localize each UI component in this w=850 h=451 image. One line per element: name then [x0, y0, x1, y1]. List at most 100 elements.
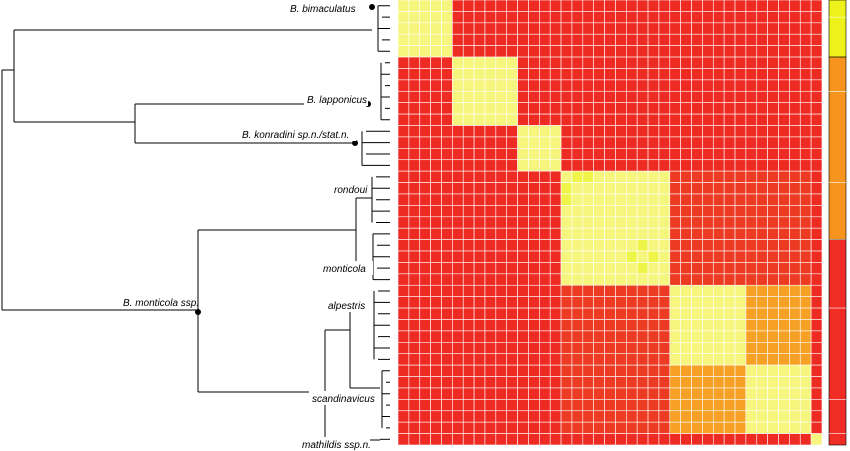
heatmap-cell — [810, 102, 823, 115]
heatmap-cell — [702, 170, 714, 183]
heatmap-cell — [419, 0, 431, 12]
heatmap-cell — [528, 159, 540, 172]
heatmap-cell — [419, 250, 431, 263]
heatmap-cell — [658, 216, 671, 229]
heatmap-cell — [528, 421, 540, 434]
heatmap-cell — [615, 216, 627, 229]
heatmap-cell — [680, 364, 692, 377]
heatmap-cell — [430, 159, 442, 172]
heatmap-cell — [799, 387, 812, 400]
heatmap-cell — [539, 22, 551, 35]
heatmap-cell — [702, 342, 714, 355]
heatmap-cell — [712, 136, 725, 149]
heatmap-cell — [680, 90, 692, 103]
heatmap-cell — [723, 353, 736, 366]
heatmap-cell — [680, 56, 692, 69]
heatmap-cell — [571, 387, 584, 400]
heatmap-cell — [528, 182, 540, 195]
heatmap-cell — [615, 421, 627, 434]
heatmap-cell — [789, 227, 801, 240]
heatmap-cell — [658, 22, 671, 35]
heatmap-cell — [495, 125, 508, 138]
heatmap-cell — [789, 433, 801, 446]
heatmap-cell — [441, 148, 453, 161]
heatmap-cell — [626, 421, 638, 434]
heatmap-cell — [756, 11, 768, 24]
heatmap-cell — [615, 90, 627, 103]
heatmap-cell — [778, 433, 790, 446]
heatmap-cell — [702, 68, 714, 81]
heatmap-cell — [723, 330, 736, 343]
heatmap-cell — [799, 227, 812, 240]
heatmap-cell — [636, 56, 649, 69]
heatmap-cell — [810, 193, 823, 206]
heatmap-cell — [636, 90, 649, 103]
heatmap-cell — [626, 284, 638, 297]
heatmap-cell — [484, 56, 497, 69]
heatmap-cell — [647, 11, 660, 24]
heatmap-cell — [604, 239, 616, 252]
heatmap-cell — [560, 193, 573, 206]
heatmap-cell — [626, 399, 638, 412]
heatmap-cell — [430, 125, 442, 138]
heatmap-cell — [560, 170, 573, 183]
heatmap-cell — [495, 376, 508, 389]
heatmap-cell — [582, 387, 594, 400]
heatmap-cell — [397, 0, 410, 12]
heatmap-cell — [397, 353, 410, 366]
heatmap-cell — [626, 273, 638, 286]
heatmap-cell — [582, 364, 594, 377]
heatmap-cell — [810, 125, 823, 138]
heatmap-cell — [484, 68, 497, 81]
heatmap-cell — [408, 330, 421, 343]
heatmap-cell — [789, 68, 801, 81]
heatmap-cell — [571, 273, 584, 286]
heatmap-cell — [539, 296, 551, 309]
heatmap-cell — [430, 182, 442, 195]
heatmap-cell — [734, 102, 747, 115]
heatmap-cell — [452, 376, 464, 389]
heatmap-cell — [593, 330, 605, 343]
heatmap-cell — [626, 364, 638, 377]
heatmap-cell — [789, 410, 801, 423]
heatmap-cell — [789, 250, 801, 263]
heatmap-cell — [756, 421, 768, 434]
heatmap-cell — [723, 148, 736, 161]
heatmap-cell — [484, 353, 497, 366]
heatmap-cell — [734, 296, 747, 309]
heatmap-cell — [571, 307, 584, 320]
heatmap-cell — [571, 125, 584, 138]
heatmap-cell — [734, 364, 747, 377]
heatmap-cell — [593, 227, 605, 240]
heatmap-cell — [506, 284, 518, 297]
heatmap-cell — [712, 90, 725, 103]
heatmap-cell — [767, 421, 779, 434]
heatmap-cell — [495, 170, 508, 183]
heatmap-cell — [712, 319, 725, 332]
heatmap-cell — [506, 148, 518, 161]
heatmap-cell — [799, 148, 812, 161]
heatmap-cell — [756, 113, 768, 126]
heatmap-cell — [810, 79, 823, 92]
heatmap-cell — [549, 307, 562, 320]
heatmap-cell — [691, 125, 703, 138]
heatmap-cell — [517, 387, 529, 400]
heatmap-cell — [658, 307, 671, 320]
heatmap-cell — [560, 79, 573, 92]
heatmap-cell — [778, 125, 790, 138]
heatmap-cell — [419, 433, 431, 446]
heatmap-cell — [484, 410, 497, 423]
heatmap-cell — [419, 376, 431, 389]
heatmap-cell — [528, 0, 540, 12]
heatmap-cell — [506, 22, 518, 35]
heatmap-cell — [441, 376, 453, 389]
heatmap-cell — [636, 125, 649, 138]
heatmap-cell — [473, 410, 486, 423]
heatmap-cell — [680, 22, 692, 35]
heatmap-cell — [745, 421, 758, 434]
heatmap-cell — [756, 433, 768, 446]
heatmap-cell — [767, 45, 779, 58]
heatmap-cell — [452, 284, 464, 297]
heatmap-cell — [495, 0, 508, 12]
heatmap-cell — [517, 433, 529, 446]
